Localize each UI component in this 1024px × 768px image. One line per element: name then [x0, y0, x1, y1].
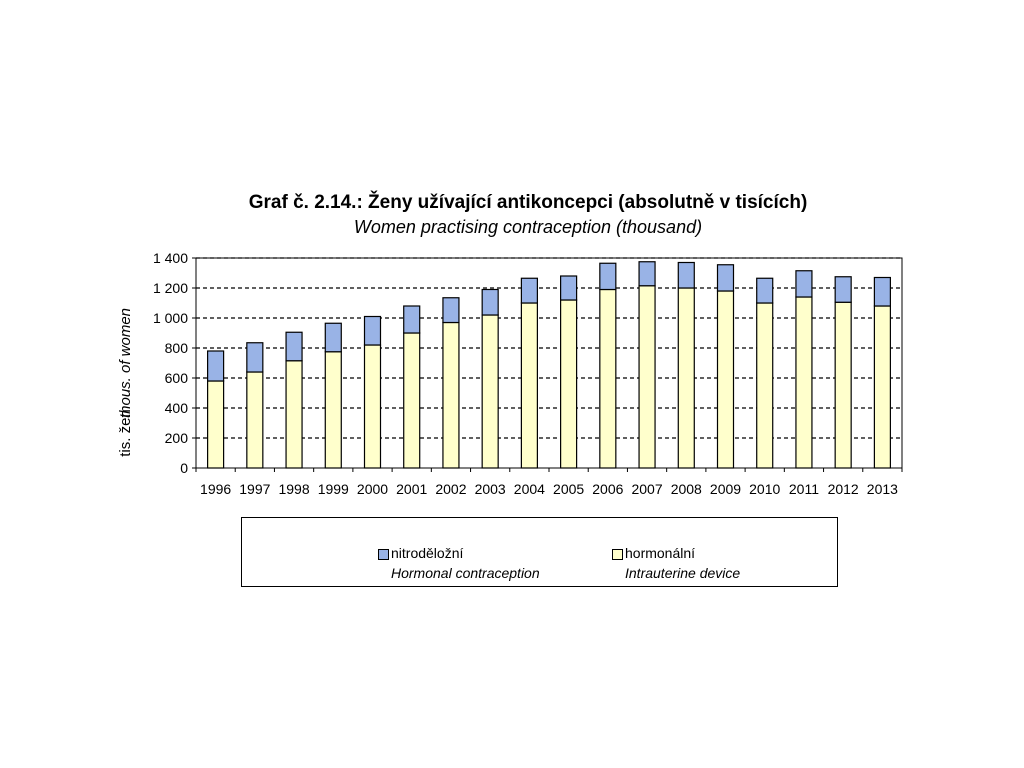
legend-swatch-nitrodelozni	[378, 549, 389, 560]
bar-hormonalni-2008	[677, 287, 695, 469]
bar-hormonalni-2009	[716, 290, 735, 469]
x-tick-label: 2003	[475, 481, 506, 497]
bar-hormonalni-2011	[795, 296, 813, 469]
y-tick-label: 1 400	[153, 250, 188, 266]
x-tick-label: 2007	[631, 481, 662, 497]
bar-nitrodelozni-2003	[481, 288, 499, 316]
x-tick-label: 2006	[592, 481, 623, 497]
bar-nitrodelozni-2001	[403, 305, 421, 334]
axes: 0 200 400 600 800 1 000 1 200 1 400 1996 1997 1998…	[153, 250, 903, 497]
bar-hormonalni-2002	[442, 321, 460, 469]
bar-nitrodelozni-2011	[795, 270, 813, 298]
bar-nitrodelozni-2007	[638, 261, 656, 287]
x-tick-label: 2000	[357, 481, 388, 497]
bar-hormonalni-2004	[520, 302, 538, 469]
bar-hormonalni-2006	[599, 288, 617, 469]
bar-nitrodelozni-2000	[363, 315, 382, 346]
bar-hormonalni-2000	[363, 344, 382, 469]
y-tick-label: 0	[180, 460, 188, 476]
y-axis-label-cz: tis. žen	[117, 409, 134, 457]
x-tick-label: 2011	[789, 481, 819, 497]
x-tick-label: 1999	[318, 481, 349, 497]
legend-sublabel-intrauterine: Intrauterine device	[625, 565, 741, 581]
x-tick-label: 2004	[514, 481, 545, 497]
x-tick-label: 2013	[867, 481, 898, 497]
bar-nitrodelozni-2004	[520, 277, 538, 304]
x-tick-label: 2005	[553, 481, 584, 497]
y-tick-label: 1 200	[153, 280, 188, 296]
y-tick-label: 800	[165, 340, 189, 356]
bar-hormonalni-2012	[834, 301, 852, 469]
bar-nitrodelozni-2012	[834, 276, 852, 303]
legend-sublabel-hormonal: Hormonal contraception	[391, 565, 540, 581]
bar-nitrodelozni-2005	[560, 275, 578, 301]
x-tick-label: 1996	[200, 481, 231, 497]
plot-area-frame	[195, 257, 903, 469]
y-axis-label-en: thous. of women	[117, 308, 134, 418]
y-tick-label: 1 000	[153, 310, 188, 326]
x-tick-label: 1997	[239, 481, 270, 497]
x-tick-label: 2012	[828, 481, 859, 497]
bar-hormonalni-2005	[560, 299, 578, 469]
bar-nitrodelozni-2008	[677, 261, 695, 289]
x-tick-label: 2002	[435, 481, 466, 497]
chart-title: Graf č. 2.14.: Ženy užívající antikoncep…	[248, 192, 808, 213]
bar-nitrodelozni-2009	[716, 264, 735, 292]
bar-hormonalni-2001	[403, 332, 421, 469]
legend-label-nitrodelozni: nitroděložní	[391, 545, 464, 561]
legend-label-hormonalni: hormonální	[625, 545, 696, 561]
bar-hormonalni-1999	[324, 351, 342, 469]
bar-nitrodelozni-2013	[873, 276, 891, 307]
bar-hormonalni-2010	[756, 302, 774, 469]
bar-nitrodelozni-1998	[285, 331, 303, 362]
x-tick-label: 2009	[710, 481, 741, 497]
x-tick-label: 2001	[396, 481, 427, 497]
y-tick-label: 400	[165, 400, 189, 416]
bar-nitrodelozni-1996	[207, 350, 225, 382]
bar-hormonalni-2013	[873, 305, 891, 469]
bar-hormonalni-1996	[207, 380, 225, 469]
bar-nitrodelozni-2006	[599, 262, 617, 291]
x-tick-label: 2010	[749, 481, 780, 497]
y-tick-label: 200	[165, 430, 189, 446]
bar-hormonalni-1998	[285, 360, 303, 469]
bar-hormonalni-1997	[246, 371, 264, 469]
legend: nitroděložní Hormonal contraception horm…	[241, 517, 838, 587]
bar-nitrodelozni-2002	[442, 297, 460, 324]
x-tick-label: 2008	[671, 481, 702, 497]
bar-nitrodelozni-1997	[246, 342, 264, 373]
bar-hormonalni-2003	[481, 314, 499, 469]
bar-nitrodelozni-1999	[324, 322, 342, 353]
bar-nitrodelozni-2010	[756, 277, 774, 304]
bar-hormonalni-2007	[638, 285, 656, 469]
y-tick-label: 600	[165, 370, 189, 386]
legend-swatch-hormonalni	[612, 549, 623, 560]
chart-subtitle: Women practising contraception (thousand…	[353, 217, 703, 237]
bars	[207, 261, 891, 469]
x-tick-label: 1998	[278, 481, 309, 497]
